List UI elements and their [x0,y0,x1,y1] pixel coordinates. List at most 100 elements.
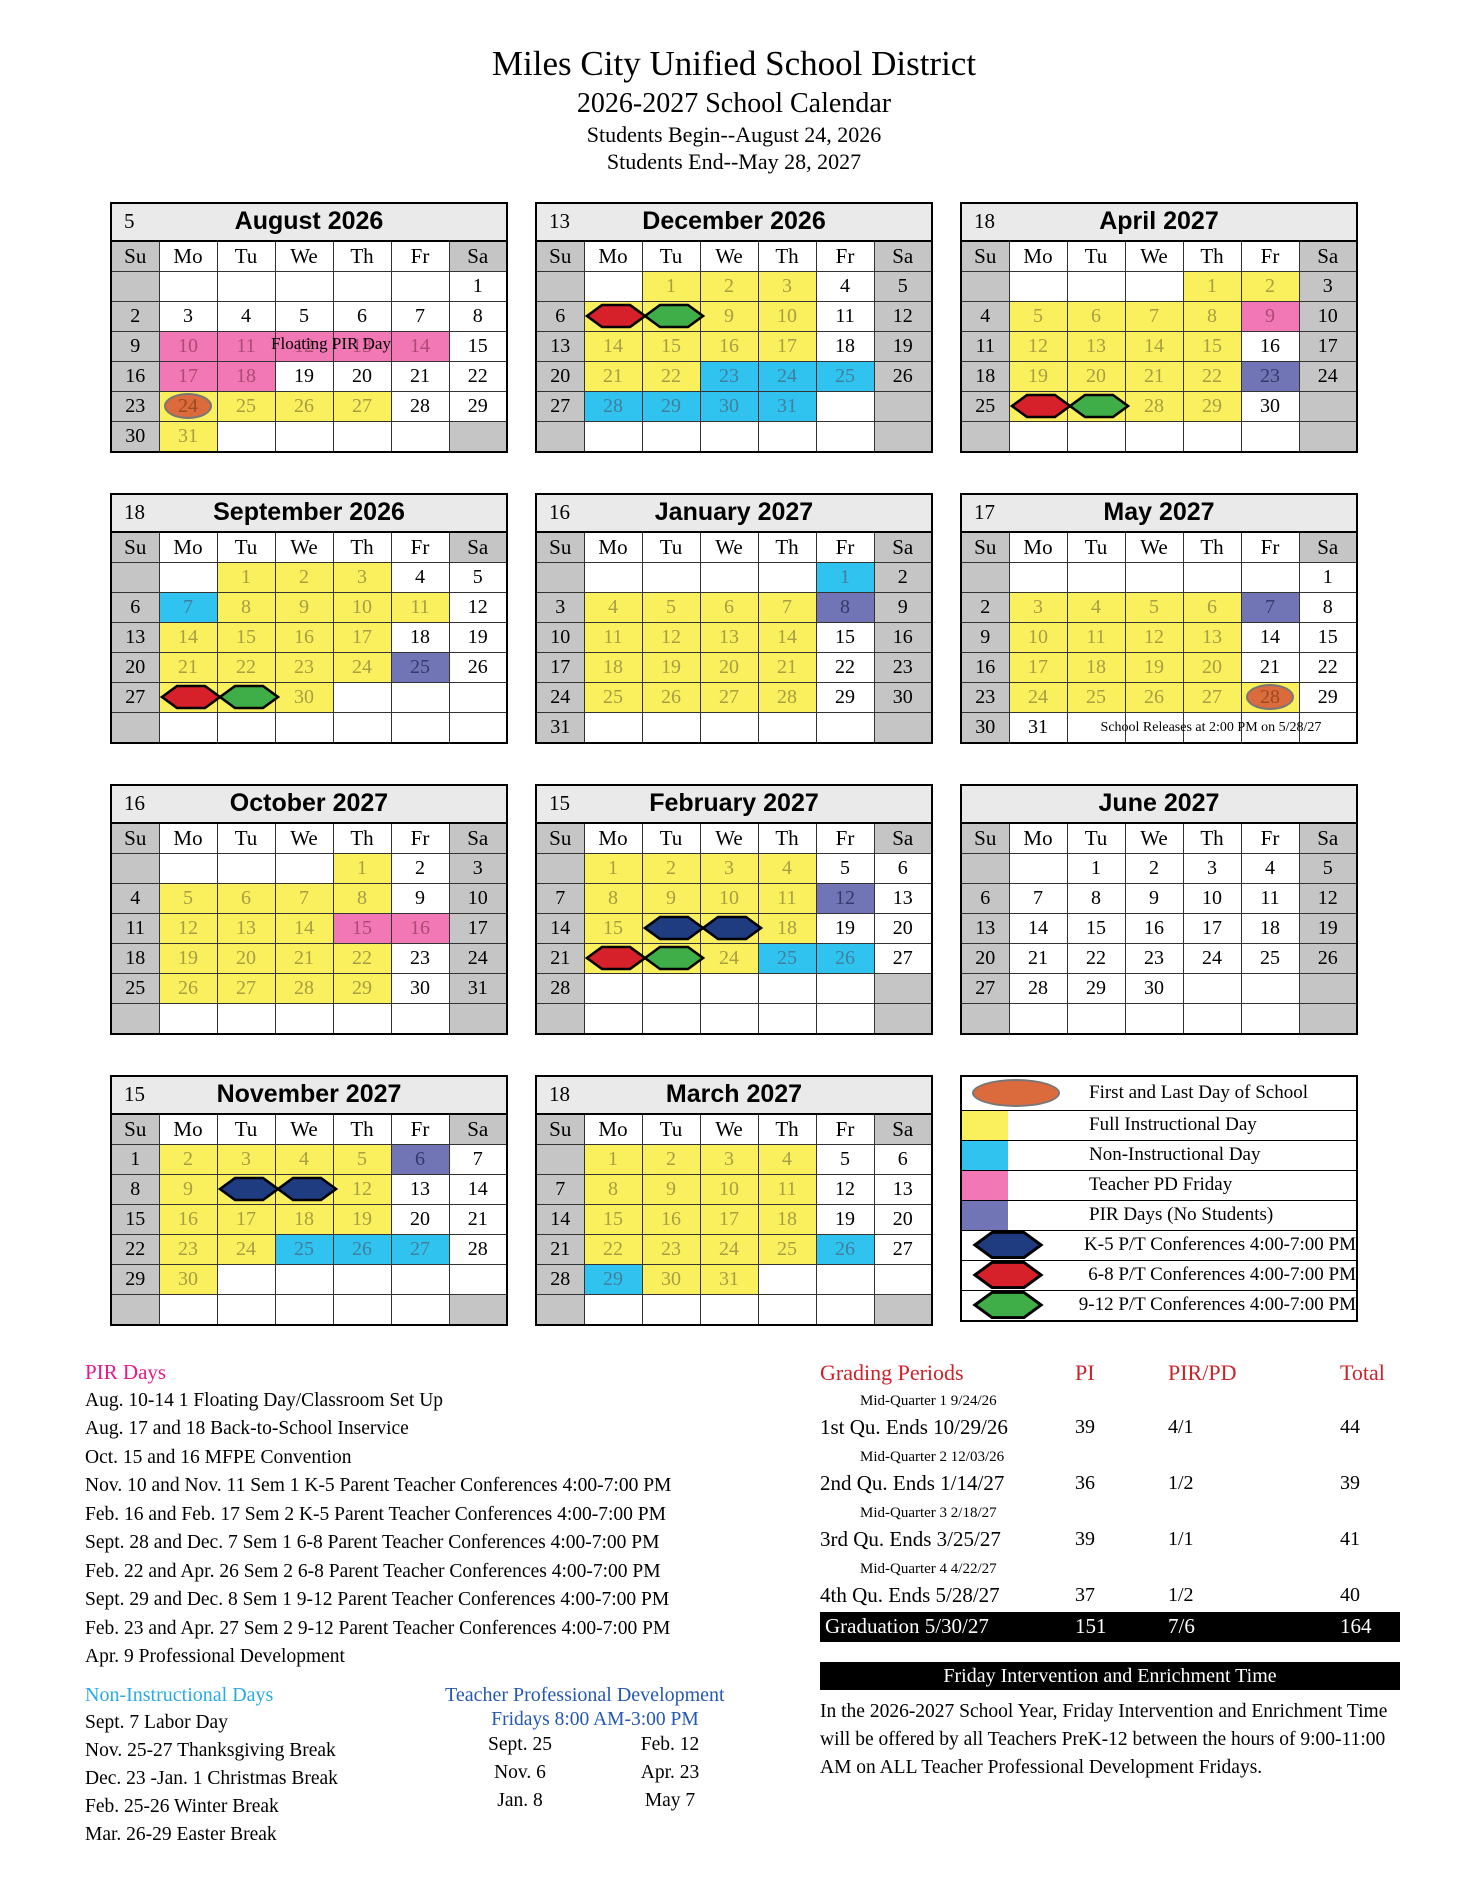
day-cell: 24 [535,681,585,713]
day-cell: 18 [815,330,875,362]
day-cell: 16 [390,912,450,944]
month-title: January 2027 [654,498,814,527]
week-count: 18 [124,500,145,525]
week-row: 23 24 25 26 27 28 29 [110,390,508,422]
day-cell: 17 [1298,330,1358,362]
teacher-pd-heading: Teacher Professional Development [445,1683,725,1706]
month-header: 18 April 2027 [960,201,1358,240]
legend-item: K-5 P/T Conferences 4:00-7:00 PM [962,1229,1356,1260]
day-cell: 28 [1124,390,1184,422]
day-cell [332,1263,392,1295]
day-cell: 24 [1298,360,1358,392]
week-count: 15 [124,1082,145,1107]
grading-periods-header: Grading Periods PI PIR/PD Total [820,1360,1400,1386]
day-cell [757,711,817,744]
day-cell [757,1293,817,1326]
weekday-header-sa: Sa [873,1113,933,1145]
day-cell [274,1173,338,1205]
graduation-label: Graduation 5/30/27 [825,1614,989,1639]
week-row: 13 14 15 16 17 18 19 [535,330,933,362]
day-cell: 6 [873,1143,933,1175]
day-cell [757,561,817,593]
month-header: June 2027 [960,783,1358,822]
quarter-pi: 36 [1075,1471,1095,1494]
day-cell: 5 [815,1143,875,1175]
day-cell: 13 [216,912,276,944]
day-cell: 2 [960,591,1010,623]
legend-label: First and Last Day of School [1089,1082,1309,1104]
day-cell: 15 [216,621,276,653]
weekday-header-tu: Tu [1066,240,1126,272]
day-cell: 15 [583,1203,643,1235]
day-cell: 10 [1298,300,1358,332]
day-cell: 28 [1240,681,1300,713]
day-cell [216,681,280,713]
day-cell: 18 [390,621,450,653]
month-title: April 2027 [1099,207,1219,236]
legend-item: Full Instructional Day [962,1109,1356,1140]
month-title: November 2027 [216,1080,402,1109]
day-cell: 20 [390,1203,450,1235]
graduation-pirpd: 7/6 [1168,1614,1195,1639]
day-cell: 27 [110,681,160,713]
day-cell: 23 [274,651,334,683]
weekday-header-tu: Tu [641,822,701,854]
day-cell [1240,561,1300,593]
day-cell: 20 [873,1203,933,1235]
day-cell [815,711,875,744]
weekday-header-tu: Tu [216,531,276,563]
day-cell: 29 [641,390,701,422]
day-cell [1182,1002,1242,1035]
day-cell: 18 [757,912,817,944]
friday-intervention-bar: Friday Intervention and Enrichment Time [820,1661,1400,1690]
weekday-header-mo: Mo [158,822,218,854]
day-cell: 7 [1008,882,1068,914]
day-cell: 3 [699,852,759,884]
day-cell: 8 [216,591,276,623]
day-cell: 3 [216,1143,276,1175]
day-cell [1124,420,1184,453]
day-cell: 6 [390,1143,450,1175]
legend-item: Teacher PD Friday [962,1169,1356,1200]
pir-day-line: Apr. 9 Professional Development [85,1646,345,1668]
weekday-header-th: Th [757,240,817,272]
weekday-header-su: Su [535,822,585,854]
day-cell: 14 [535,1203,585,1235]
quarter-pirpd: 4/1 [1168,1415,1194,1438]
legend-label: 9-12 P/T Conferences 4:00-7:00 PM [1078,1294,1356,1316]
day-cell: 1 [332,852,392,884]
day-cell: 27 [873,1233,933,1265]
day-cell: 17 [448,912,508,944]
day-cell: 8 [583,882,643,914]
day-cell: 2 [1240,270,1300,302]
weekday-header-tu: Tu [216,822,276,854]
day-cell: 15 [583,912,643,944]
quarter-label: 3rd Qu. Ends 3/25/27 [820,1526,1001,1551]
week-row: 21 24 25 26 27 [535,942,933,974]
legend-item: 6-8 P/T Conferences 4:00-7:00 PM [962,1259,1356,1290]
day-cell: 9 [873,591,933,623]
day-cell [535,1002,585,1035]
day-cell: 5 [1298,852,1358,884]
day-cell: 24 [1008,681,1068,713]
week-row: 11 12 13 14 15 16 17 [110,912,508,944]
day-cell: 13 [1182,621,1242,653]
day-cell: 30 [641,1263,701,1295]
day-cell [216,852,276,884]
day-cell: 19 [873,330,933,362]
day-cell: 11 [390,591,450,623]
month-title: October 2027 [229,789,389,818]
pir-day-line: Feb. 16 and Feb. 17 Sem 2 K-5 Parent Tea… [85,1503,666,1525]
day-cell [216,1173,280,1205]
day-cell: 26 [815,942,875,974]
weekday-header-th: Th [332,822,392,854]
day-cell [1066,561,1126,593]
non-instructional-line: Dec. 23 -Jan. 1 Christmas Break [85,1767,338,1789]
day-cell [1298,711,1358,744]
day-cell: 14 [1124,330,1184,362]
day-cell: 29 [332,972,392,1004]
day-cell [332,420,392,453]
